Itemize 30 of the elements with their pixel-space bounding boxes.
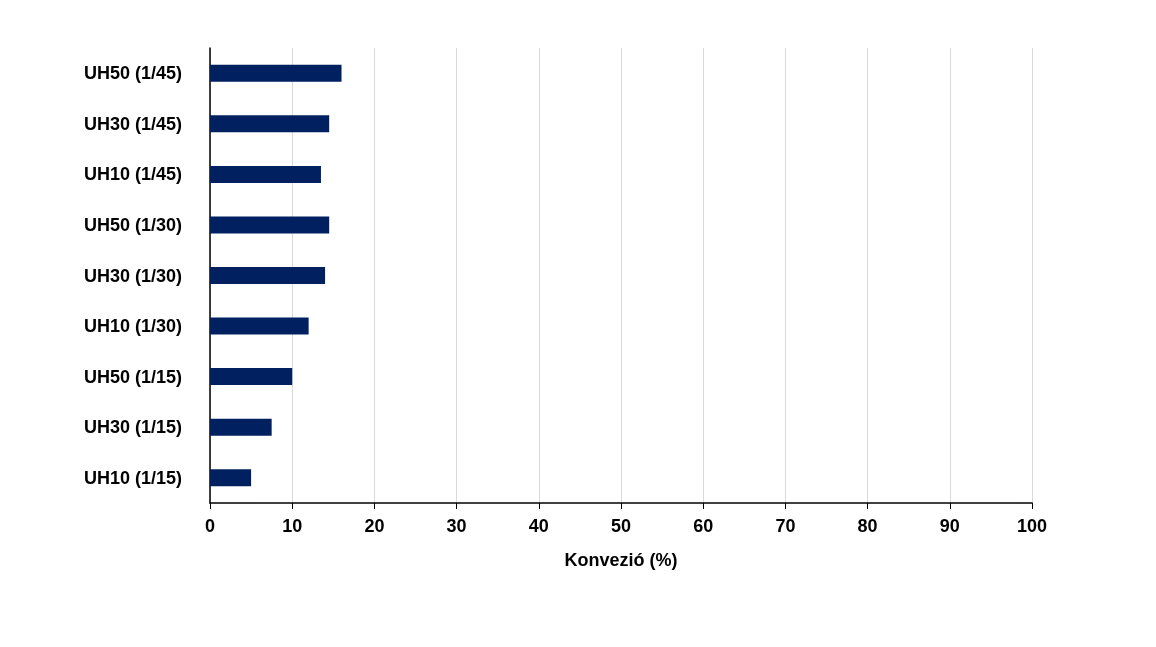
y-tick-label: UH10 (1/45) — [83, 164, 182, 185]
bar — [210, 469, 252, 487]
y-tick-label: UH50 (1/30) — [83, 214, 182, 235]
x-tick-label: 0 — [204, 516, 216, 536]
y-tick-label: UH10 (1/15) — [83, 467, 182, 488]
bar — [210, 216, 330, 234]
x-tick-label: 90 — [939, 516, 960, 536]
x-axis-title: Konvezió (%) — [564, 550, 678, 570]
x-tick-label: 20 — [364, 516, 385, 536]
y-tick-label: UH50 (1/15) — [83, 366, 182, 387]
y-tick-label: UH50 (1/45) — [83, 63, 182, 84]
bar — [210, 165, 321, 183]
bar — [210, 368, 293, 386]
x-tick-label: 50 — [610, 516, 632, 536]
bar — [210, 418, 272, 436]
y-tick-label: UH30 (1/15) — [83, 417, 182, 438]
x-tick-label: 100 — [1016, 516, 1048, 536]
x-tick-label: 10 — [282, 516, 303, 536]
x-tick-label: 40 — [528, 516, 549, 536]
x-tick-label: 30 — [446, 516, 467, 536]
y-tick-label: UH30 (1/30) — [83, 265, 182, 286]
bar — [210, 64, 342, 82]
y-tick-label: UH10 (1/30) — [83, 316, 182, 337]
x-tick-label: 80 — [857, 516, 878, 536]
x-tick-label: 60 — [693, 516, 714, 536]
bar — [210, 115, 330, 133]
x-tick-label: 70 — [775, 516, 796, 536]
y-tick-label: UH30 (1/45) — [83, 113, 182, 134]
bar — [210, 267, 326, 284]
bar — [210, 317, 309, 335]
